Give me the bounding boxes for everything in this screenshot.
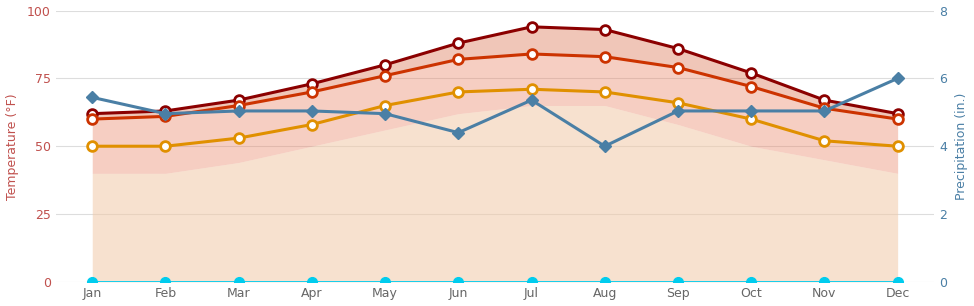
Y-axis label: Temperature (°F): Temperature (°F): [6, 93, 19, 200]
Y-axis label: Precipitation (in.): Precipitation (in.): [955, 92, 968, 200]
